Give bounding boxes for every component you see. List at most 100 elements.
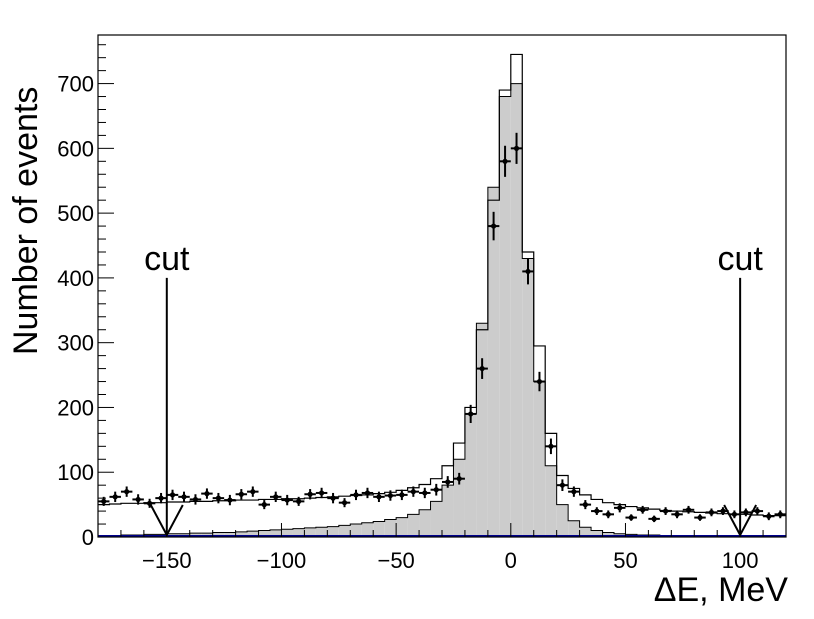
marker: [536, 378, 543, 385]
marker: [135, 496, 141, 503]
signal-bin: [212, 532, 225, 537]
data-point: [315, 487, 328, 499]
data-point: [120, 486, 133, 497]
data-point: [224, 494, 236, 506]
marker: [124, 489, 130, 495]
marker: [559, 482, 566, 488]
data-point: [235, 489, 248, 500]
annotations: cut cut: [144, 240, 763, 538]
signal-bin: [510, 83, 523, 538]
data-point: [556, 479, 569, 492]
signal-bin: [464, 413, 477, 537]
signal-bin: [430, 501, 442, 537]
data-point: [155, 492, 167, 504]
signal-bin: [373, 521, 385, 537]
marker: [422, 490, 428, 496]
data-point: [258, 500, 270, 510]
data-point: [442, 476, 454, 488]
data-point: [143, 498, 156, 508]
data-point: [201, 488, 213, 499]
signal-bin: [350, 524, 362, 537]
data-point: [338, 498, 351, 508]
x-tick-label: 50: [613, 548, 637, 573]
data-point: [671, 510, 683, 519]
marker: [238, 491, 244, 497]
data-point: [476, 358, 488, 379]
signal-bin: [304, 527, 316, 537]
cut-label: cut: [144, 240, 190, 278]
data-point: [453, 472, 465, 485]
signal-bin: [292, 528, 305, 537]
data-point: [166, 489, 179, 501]
marker: [731, 511, 738, 517]
y-tick-label: 0: [82, 525, 94, 550]
x-axis-title: ΔE, MeV: [654, 571, 789, 609]
marker: [364, 490, 371, 496]
marker: [296, 498, 302, 504]
data-point: [384, 490, 397, 501]
x-tick-label: −50: [377, 548, 414, 573]
data-points: [98, 132, 786, 523]
marker: [307, 491, 313, 497]
marker: [192, 496, 199, 503]
marker: [169, 492, 176, 498]
marker: [456, 476, 462, 482]
marker: [651, 516, 657, 522]
marker: [628, 514, 634, 521]
data-point: [579, 500, 592, 510]
marker: [594, 508, 600, 514]
signal-bin: [487, 187, 500, 537]
data-point: [545, 438, 557, 455]
x-axis-ticks: −150 −100 −50 0 50 100: [97, 523, 787, 573]
marker: [387, 492, 393, 499]
data-point: [132, 494, 144, 505]
marker: [766, 513, 772, 519]
data-point: [407, 486, 420, 497]
data-point: [591, 507, 603, 515]
y-tick-label: 600: [57, 136, 94, 161]
signal-bin: [315, 527, 328, 537]
data-point: [464, 404, 477, 423]
data-point: [694, 514, 706, 521]
signal-bin: [235, 531, 248, 537]
data-point: [178, 491, 190, 503]
data-point: [774, 510, 786, 519]
signal-bin: [476, 323, 488, 537]
marker: [571, 489, 577, 495]
y-tick-label: 300: [57, 331, 94, 356]
marker: [445, 479, 451, 485]
marker: [341, 500, 348, 506]
signal-bin: [258, 530, 270, 537]
marker: [491, 223, 497, 229]
data-point: [396, 489, 408, 501]
data-point: [510, 132, 523, 164]
signal-bin: [568, 520, 580, 537]
marker: [525, 268, 531, 275]
marker: [582, 502, 588, 508]
data-point: [740, 508, 752, 517]
data-point: [636, 505, 649, 514]
data-point: [763, 512, 775, 521]
marker: [433, 487, 439, 493]
data-point: [533, 371, 546, 392]
total-histogram-line: [98, 53, 786, 517]
data-point: [281, 494, 293, 506]
marker: [101, 498, 107, 504]
marker: [468, 411, 474, 417]
signal-bin: [396, 517, 408, 537]
data-point: [499, 145, 511, 177]
marker: [640, 507, 646, 513]
signal-bin: [602, 532, 614, 537]
cut-arrow-head: [149, 504, 184, 538]
marker: [147, 500, 153, 506]
data-point: [487, 211, 500, 241]
signal-bin: [247, 531, 259, 537]
y-tick-label: 400: [57, 266, 94, 291]
marker: [479, 365, 485, 372]
data-point: [350, 489, 362, 501]
y-tick-label: 200: [57, 395, 94, 420]
marker: [410, 489, 416, 495]
plot-frame: [97, 34, 787, 538]
data-point: [568, 486, 580, 497]
marker: [697, 514, 703, 521]
